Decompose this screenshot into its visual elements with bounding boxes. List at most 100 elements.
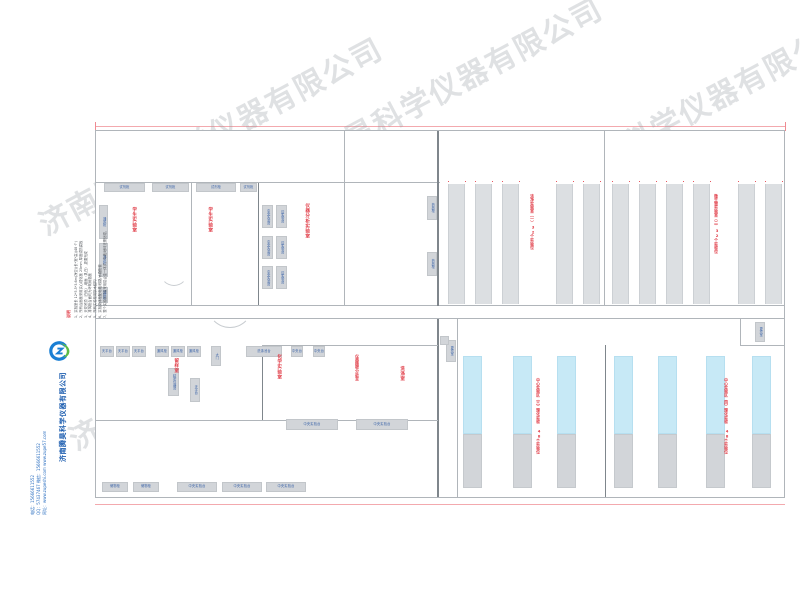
lab-bench-cyan [752, 356, 771, 434]
side-bench-block: 边实验台 [276, 266, 287, 289]
central-bench-block: 中央实验台 [262, 266, 273, 289]
changing-room-block: 更衣室 [446, 340, 456, 362]
balance-bench-block: 天平台 [100, 346, 114, 357]
room-name: 中心实验区（三）理化实验 48个实验位 [536, 378, 542, 454]
cabinet-label: 试剂柜 [165, 184, 176, 189]
door-label: 大门 [214, 352, 219, 360]
balance-bench-block: 天平台 [132, 346, 146, 357]
bench-label: 边实验台 [280, 241, 285, 254]
lab-bench-gray [463, 434, 482, 488]
cabinet-block: 试剂柜 [196, 183, 236, 192]
company-logo [48, 339, 72, 363]
central-bench-block: 中央实验台 [266, 482, 306, 492]
main-door-block: 大门 [211, 346, 221, 366]
room-name: 仪器分析实验室 [304, 203, 310, 239]
equipment-block [440, 336, 449, 345]
fume-hood-label: 通风柜 [102, 255, 107, 265]
central-bench-block: 中央实验台 [262, 205, 273, 228]
lab-bench-cyan [557, 356, 576, 434]
lab-bench-strip [693, 184, 710, 304]
room-name: 化学实验室 [276, 354, 282, 380]
room-name: 洗涤室 [399, 366, 405, 382]
wall-v-u4 [344, 131, 345, 305]
lab-bench-cyan [658, 356, 677, 434]
central-bench-block: 中央实验台 [177, 482, 217, 492]
door-arc-2 [160, 258, 188, 286]
room-label-wash: 洗涤室 [399, 366, 405, 385]
lab-bench-gray [557, 434, 576, 488]
door-arc-1 [207, 282, 253, 328]
notes-line: 7、整个实验区门窗采用铝合金一体式，内墙/地坪无需处理。 [102, 229, 107, 318]
contact-website: 网址：www.zupeshi.com www.zupe57.com [42, 430, 47, 515]
wall-v-u5 [437, 131, 439, 306]
room-label-central-lab-4: 中心实验区（四）理化实验 48个实验位 [724, 378, 730, 458]
room-label-precision-analysis: 仪器精密分析室 [355, 354, 361, 385]
lab-bench-gray [658, 434, 677, 488]
balance-bench-block: 天平台 [190, 378, 200, 402]
wall-v-u1 [95, 130, 96, 498]
lab-bench-gray [614, 434, 633, 488]
fume-hood-block: 通风柜 [155, 346, 169, 357]
lab-bench-strip [666, 184, 683, 304]
dimension-strip-bottom [95, 503, 785, 506]
company-contacts: 电话：15666611552 QQ：57437467 微信：1566661155… [30, 431, 48, 515]
room-name: 中心实验区（四）理化实验 48个实验位 [724, 378, 730, 454]
bench-label: 边实验台 [280, 271, 285, 284]
bench-label: 天平台 [117, 348, 129, 353]
room-label-student-lab-1: 学生实验室 [131, 207, 137, 237]
wash-bench-block: 洗涤池台 [246, 346, 282, 357]
storage-cabinet-block: 储物柜 [133, 482, 159, 492]
bench-label: 洗涤池台 [257, 348, 271, 353]
bench-label: 天平台 [193, 385, 198, 395]
cabinet-block: 试剂柜 [152, 183, 189, 192]
room-name: 仪器精密分析室 [355, 354, 361, 381]
wall-v-l2 [437, 319, 439, 497]
wall-v-l1 [262, 345, 264, 420]
bench-label: 中央实验台 [266, 208, 271, 225]
central-bench-block: 中央台 [291, 346, 303, 357]
lab-bench-strip [475, 184, 492, 304]
room-label-chemistry: 化学实验室 [276, 354, 282, 384]
bench-label: 中央实验台 [303, 421, 321, 426]
lab-bench-cyan [706, 356, 725, 434]
bench-label: 中央台 [291, 348, 303, 353]
wall-v-u3 [258, 183, 260, 305]
wall-h-l-sub [95, 420, 438, 421]
wall-mid-horizontal [95, 305, 785, 307]
room-label-instrument-lab: 仪器分析实验室 [304, 203, 310, 243]
bench-label: 通风柜 [172, 348, 184, 353]
lab-bench-gray [706, 434, 725, 488]
wall-v-l4 [605, 345, 607, 497]
central-bench-block: 中央实验台 [356, 419, 408, 430]
bench-label: 中央实验台 [266, 269, 271, 286]
room-label: 更衣室 [758, 327, 763, 337]
lab-bench-strip [612, 184, 629, 304]
room-name: 洁净实验室（一）32个实验位 [530, 194, 536, 250]
bench-label: 中央实验台 [373, 421, 391, 426]
room-name: 学生实验室 [131, 207, 137, 233]
bench-label: 天平台 [133, 348, 145, 353]
precision-instrument-bench: 精密仪器台 [168, 368, 179, 396]
lab-bench-cyan [513, 356, 532, 434]
cabinet-block: 试剂柜 [240, 183, 257, 192]
wall-lower-bottom [95, 497, 785, 499]
bench-label: 中央台 [313, 348, 325, 353]
side-bench-block: 边实验台 [276, 205, 287, 228]
bench-label: 通风柜 [188, 348, 200, 353]
bench-label: 中央实验台 [188, 484, 206, 489]
room-name: 微生物实验室（二）32个实验位 [714, 194, 720, 254]
side-bench-block: 边实验台 [276, 236, 287, 259]
notes-line: 2、所有台面板采用实心理化板 25mm 厚度或防腐板 [78, 240, 83, 318]
fume-hood-block: 通风柜 [99, 243, 108, 277]
dimension-strip-top [95, 118, 786, 132]
cabinet-label: 试剂柜 [119, 184, 130, 189]
room-label-sample-storage: 留样室 [173, 358, 179, 377]
fume-hood-block: 通风柜 [171, 346, 185, 357]
room-label-central-lab-3: 中心实验区（三）理化实验 48个实验位 [536, 378, 542, 458]
room-name: 学生实验室 [207, 207, 213, 233]
lab-bench-strip [556, 184, 573, 304]
lab-bench-strip [765, 184, 782, 304]
room-label: 更衣室 [449, 346, 454, 356]
lab-bench-gray [752, 434, 771, 488]
bench-label: 储物柜 [109, 484, 121, 489]
